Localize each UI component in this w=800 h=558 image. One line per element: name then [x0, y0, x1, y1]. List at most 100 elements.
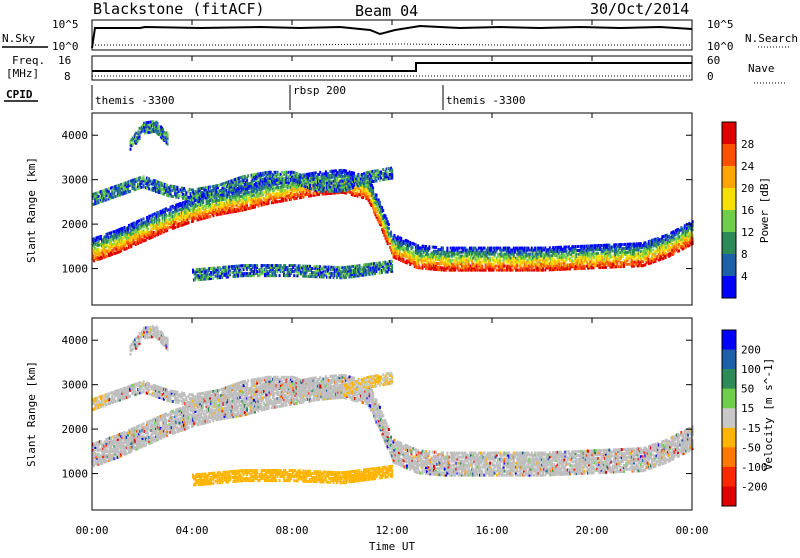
power-cell-7454 [626, 263, 628, 266]
power-cell-1078 [166, 219, 168, 222]
power-cell-8780 [148, 187, 150, 190]
nave-tick-hi: 60 [707, 54, 720, 67]
power-cell-8166 [677, 240, 679, 243]
power-cell-186 [106, 255, 108, 258]
power-cell-4178 [386, 217, 388, 220]
power-cell-1064 [165, 213, 167, 216]
power-cell-9098 [194, 190, 196, 193]
nsky-panel: N.Sky 10^5 10^0 10^5 10^0 N.Search [2, 18, 798, 53]
power-cell-796 [147, 227, 149, 230]
power-cell-1474 [194, 203, 196, 206]
power-cell-9006 [179, 194, 181, 197]
power-cell-7112 [601, 244, 603, 247]
power-cell-5666 [497, 247, 499, 250]
power-cell-5458 [481, 265, 483, 268]
power-cell-9750 [286, 171, 288, 174]
power-cell-3104 [310, 194, 312, 197]
power-cell-1148 [172, 211, 174, 214]
power-cell-5738 [504, 269, 506, 272]
power-cell-4532 [413, 250, 415, 253]
freq-tick-hi: 16 [58, 54, 71, 67]
power-cell-8508 [108, 187, 110, 190]
power-cell-5588 [490, 247, 492, 250]
power-cell-8244 [683, 229, 685, 232]
power-cell-8140 [675, 233, 677, 236]
power-cell-8960 [172, 195, 174, 198]
power-cell-6776 [577, 245, 579, 248]
power-cell-790 [146, 216, 148, 219]
nave-label: Nave [748, 62, 775, 75]
power-cell-7336 [617, 265, 619, 268]
power-cell-9082 [192, 189, 194, 192]
power-cell-5664 [497, 253, 499, 256]
power-cell-462 [124, 226, 126, 229]
power-cell-5642 [496, 269, 498, 272]
power-cell-9488 [247, 174, 249, 177]
power-cell-3798 [362, 196, 364, 199]
power-cell-3702 [353, 172, 355, 175]
power-cell-1842 [221, 202, 223, 205]
power-cell-8708 [136, 177, 138, 180]
power-cell-7980 [662, 239, 664, 242]
power-cell-5852 [512, 269, 514, 272]
power-cell-5016 [449, 255, 451, 258]
power-cell-6922 [587, 245, 589, 248]
power-cell-4494 [409, 241, 411, 244]
power-cell-1166 [174, 226, 176, 229]
power-cell-7396 [621, 243, 623, 246]
power-cell-5308 [470, 247, 472, 250]
power-cell-1596 [203, 205, 205, 208]
power-cell-4990 [446, 247, 448, 250]
freq-panel: Freq. [MHz] 16 8 60 0 Nave [6, 54, 786, 83]
power-cell-8306 [687, 229, 689, 232]
power-cell-4112 [381, 206, 383, 209]
power-cell-8102 [673, 252, 675, 255]
power-cell-750 [143, 217, 145, 220]
power-cell-4130 [382, 209, 384, 212]
power-cell-2630 [277, 200, 279, 203]
power-cell-1614 [206, 210, 208, 213]
nsearch-tick-hi: 10^5 [707, 18, 734, 31]
power-cell-6878 [584, 245, 586, 248]
power-cell-9890 [305, 185, 307, 188]
nsky-tick-lo: 10^0 [52, 40, 79, 53]
power-cell-826 [149, 214, 151, 217]
power-cell-7268 [612, 250, 614, 253]
power-cell-8544 [115, 195, 117, 198]
cpid-label: CPID [6, 88, 33, 101]
power-cell-5028 [450, 259, 452, 262]
freq-line [92, 63, 692, 71]
power-cell-6144 [533, 269, 535, 272]
power-cell-8044 [668, 249, 670, 252]
nave-tick-lo: 0 [707, 70, 714, 83]
power-cell-9470 [244, 175, 246, 178]
power-cell-100 [99, 249, 101, 252]
power-cell-5710 [500, 249, 502, 252]
power-cell-1372 [188, 221, 190, 224]
power-cell-9896 [305, 175, 307, 178]
power-cell-4210 [388, 223, 390, 226]
power-cell-4518 [412, 246, 414, 249]
nsearch-tick-lo: 10^0 [707, 40, 734, 53]
power-cell-264 [110, 231, 112, 234]
power-cell-5568 [489, 257, 491, 260]
power-cell-9678 [274, 171, 276, 174]
power-cell-8660 [129, 190, 131, 193]
power-cell-4750 [428, 245, 430, 248]
nsearch-label: N.Search [745, 32, 798, 45]
freq-label-1: Freq. [12, 54, 45, 67]
power-cell-4232 [390, 231, 392, 234]
power-cell-8752 [143, 175, 145, 178]
power-cell-6170 [534, 247, 536, 250]
power-cell-9938 [313, 178, 315, 181]
power-cell-432 [121, 227, 123, 230]
power-cell-3982 [372, 186, 374, 189]
power-cell-8286 [686, 239, 688, 242]
power-cell-5426 [479, 261, 481, 264]
cpid-segment-1: themis -3300 [95, 94, 174, 107]
power-cell-8782 [148, 183, 150, 186]
power-cell-5076 [453, 259, 455, 262]
power-cell-4616 [419, 267, 421, 270]
